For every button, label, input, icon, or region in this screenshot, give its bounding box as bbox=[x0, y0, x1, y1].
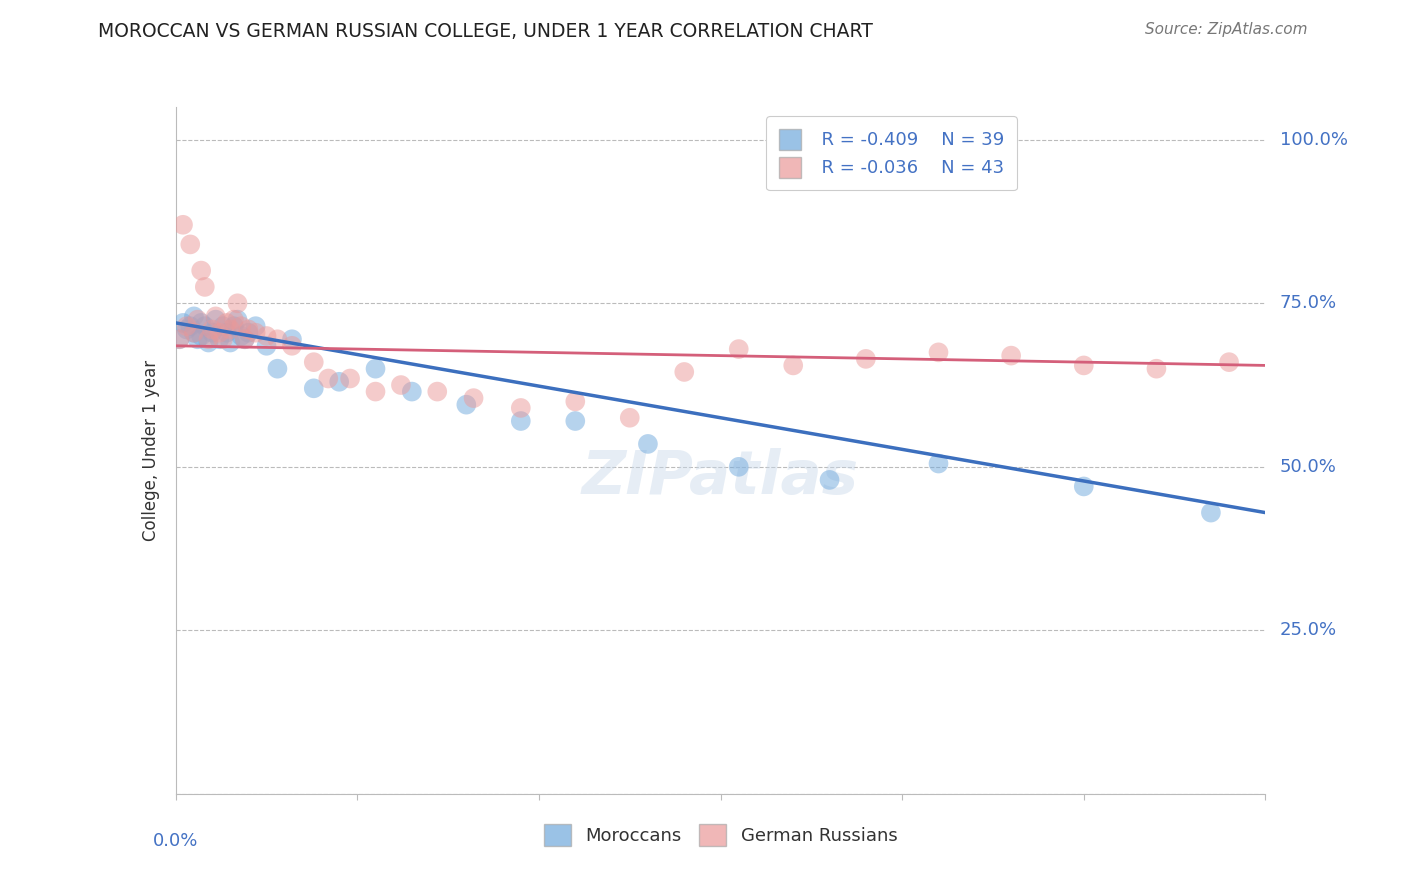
Point bbox=[302, 355, 325, 369]
Point bbox=[401, 384, 423, 399]
Point bbox=[266, 361, 288, 376]
Point bbox=[212, 319, 235, 334]
Point bbox=[208, 332, 231, 346]
Point bbox=[782, 359, 804, 373]
Point bbox=[208, 326, 231, 340]
Point bbox=[233, 332, 256, 346]
Point bbox=[231, 329, 253, 343]
Point bbox=[673, 365, 696, 379]
Point bbox=[238, 322, 260, 336]
Point bbox=[1218, 355, 1240, 369]
Point bbox=[928, 457, 950, 471]
Point bbox=[194, 280, 217, 294]
Point bbox=[226, 296, 249, 310]
Point bbox=[183, 326, 205, 340]
Point bbox=[169, 332, 191, 346]
Point bbox=[186, 332, 209, 346]
Point bbox=[509, 414, 531, 428]
Point bbox=[1073, 479, 1095, 493]
Legend: Moroccans, German Russians: Moroccans, German Russians bbox=[536, 817, 905, 854]
Point bbox=[318, 371, 340, 385]
Point bbox=[855, 351, 877, 366]
Point bbox=[637, 437, 659, 451]
Text: 25.0%: 25.0% bbox=[1279, 622, 1337, 640]
Point bbox=[204, 310, 226, 324]
Text: 100.0%: 100.0% bbox=[1279, 131, 1348, 149]
Point bbox=[564, 394, 586, 409]
Point bbox=[201, 326, 224, 340]
Point bbox=[509, 401, 531, 415]
Point bbox=[256, 329, 278, 343]
Point bbox=[215, 316, 238, 330]
Point bbox=[222, 312, 245, 326]
Point bbox=[364, 384, 387, 399]
Point bbox=[302, 381, 325, 395]
Text: 75.0%: 75.0% bbox=[1279, 294, 1337, 312]
Point bbox=[190, 263, 212, 277]
Point bbox=[426, 384, 449, 399]
Point bbox=[194, 319, 217, 334]
Point bbox=[328, 375, 350, 389]
Point bbox=[172, 218, 194, 232]
Point bbox=[219, 335, 242, 350]
Point bbox=[281, 332, 304, 346]
Point bbox=[245, 319, 267, 334]
Point bbox=[1000, 349, 1022, 363]
Point bbox=[456, 398, 478, 412]
Point bbox=[201, 322, 224, 336]
Point bbox=[212, 332, 235, 346]
Point bbox=[226, 312, 249, 326]
Point bbox=[1199, 506, 1222, 520]
Y-axis label: College, Under 1 year: College, Under 1 year bbox=[142, 359, 160, 541]
Text: 0.0%: 0.0% bbox=[153, 831, 198, 850]
Point bbox=[245, 326, 267, 340]
Point bbox=[727, 342, 749, 356]
Text: 50.0%: 50.0% bbox=[1279, 458, 1337, 475]
Point bbox=[176, 322, 198, 336]
Point bbox=[179, 319, 201, 334]
Point bbox=[172, 316, 194, 330]
Point bbox=[176, 319, 198, 334]
Point bbox=[219, 322, 242, 336]
Point bbox=[190, 329, 212, 343]
Text: MOROCCAN VS GERMAN RUSSIAN COLLEGE, UNDER 1 YEAR CORRELATION CHART: MOROCCAN VS GERMAN RUSSIAN COLLEGE, UNDE… bbox=[98, 22, 873, 41]
Point bbox=[389, 378, 412, 392]
Point bbox=[364, 361, 387, 376]
Point bbox=[727, 459, 749, 474]
Point bbox=[1073, 359, 1095, 373]
Point bbox=[183, 326, 205, 340]
Point bbox=[463, 391, 485, 405]
Point bbox=[619, 410, 641, 425]
Point bbox=[215, 326, 238, 340]
Point bbox=[266, 332, 288, 346]
Point bbox=[256, 339, 278, 353]
Point bbox=[281, 339, 304, 353]
Point bbox=[222, 319, 245, 334]
Point bbox=[233, 332, 256, 346]
Point bbox=[1146, 361, 1168, 376]
Point bbox=[204, 312, 226, 326]
Point bbox=[238, 326, 260, 340]
Point bbox=[186, 312, 209, 326]
Point bbox=[928, 345, 950, 359]
Point bbox=[183, 310, 205, 324]
Point bbox=[190, 316, 212, 330]
Point bbox=[197, 335, 219, 350]
Point bbox=[818, 473, 841, 487]
Text: Source: ZipAtlas.com: Source: ZipAtlas.com bbox=[1144, 22, 1308, 37]
Point bbox=[231, 319, 253, 334]
Point bbox=[179, 237, 201, 252]
Point bbox=[564, 414, 586, 428]
Text: ZIPatlas: ZIPatlas bbox=[582, 449, 859, 508]
Point bbox=[197, 332, 219, 346]
Point bbox=[339, 371, 361, 385]
Point bbox=[169, 332, 191, 346]
